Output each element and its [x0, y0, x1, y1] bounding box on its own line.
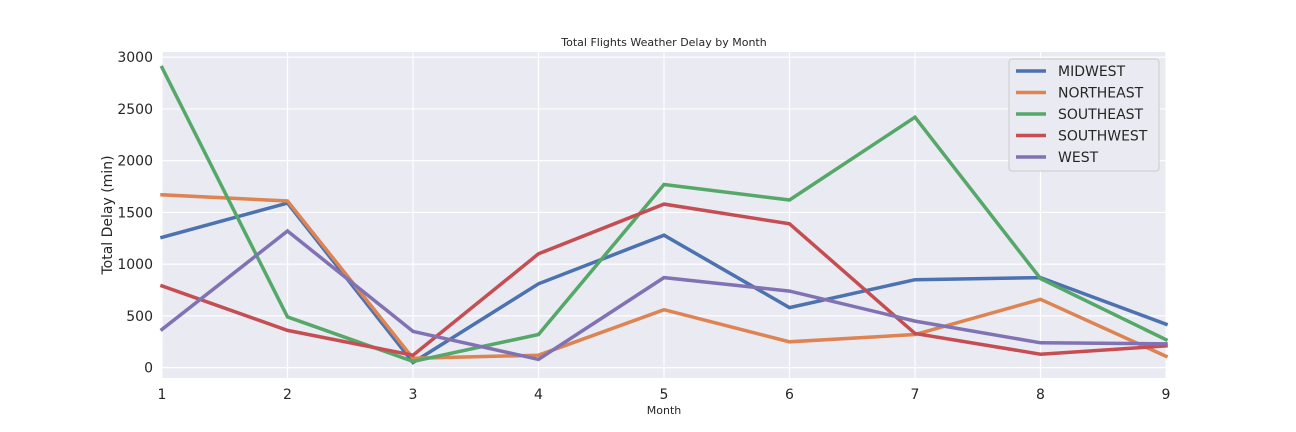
y-tick-label: 1000 — [117, 257, 153, 273]
y-tick-labels: 0 500 1000 1500 2000 2500 3000 — [117, 50, 153, 376]
x-tick-label: 8 — [1036, 387, 1045, 403]
legend-label: NORTHEAST — [1058, 86, 1144, 102]
x-tick-label: 7 — [911, 387, 920, 403]
legend-frame — [1008, 58, 1160, 172]
x-tick-label: 1 — [158, 387, 167, 403]
y-tick-label: 2500 — [117, 102, 153, 118]
grid-lines — [161, 52, 1167, 378]
legend-label: SOUTHWEST — [1058, 129, 1148, 145]
legend: MIDWEST NORTHEAST SOUTHEAST SOUTHWEST WEST — [1008, 58, 1160, 172]
series-line-southwest — [159, 202, 1168, 358]
y-tick-label: 1500 — [117, 205, 153, 221]
x-tick-labels: 1 2 3 4 5 6 7 8 9 — [158, 387, 1171, 403]
legend-label: WEST — [1058, 150, 1099, 166]
x-tick-label: 9 — [1162, 387, 1171, 403]
y-tick-label: 0 — [144, 361, 153, 377]
chart-title: Total Flights Weather Delay by Month — [560, 36, 766, 49]
y-tick-label: 500 — [126, 309, 153, 325]
y-tick-label: 2000 — [117, 154, 153, 170]
series-line-west — [159, 228, 1168, 362]
x-tick-label: 3 — [409, 387, 418, 403]
x-tick-label: 2 — [283, 387, 292, 403]
y-axis-label: Total Delay (min) — [100, 155, 116, 275]
legend-label: MIDWEST — [1058, 64, 1126, 80]
series-line-southeast — [159, 65, 1169, 364]
x-tick-label: 6 — [785, 387, 794, 403]
x-tick-label: 4 — [534, 387, 543, 403]
x-tick-label: 5 — [660, 387, 669, 403]
x-axis-label: Month — [647, 404, 682, 417]
y-tick-label: 3000 — [117, 50, 153, 66]
legend-label: SOUTHEAST — [1058, 107, 1144, 123]
series-line-northeast — [160, 192, 1169, 361]
series-lines — [159, 65, 1169, 365]
